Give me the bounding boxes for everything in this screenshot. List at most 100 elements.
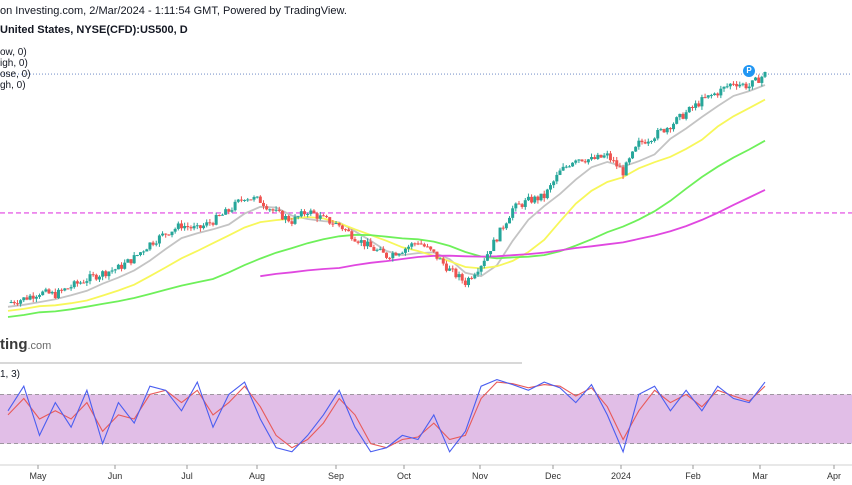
candle xyxy=(492,237,496,252)
candle-body xyxy=(422,244,426,247)
watermark-main: ting xyxy=(0,336,28,353)
candle-body xyxy=(394,253,398,256)
candle-body xyxy=(747,86,751,89)
ma-yellow-line xyxy=(7,98,766,312)
candle-body xyxy=(192,226,196,229)
candle-body xyxy=(444,263,448,271)
candle-body xyxy=(438,258,442,260)
candle-body xyxy=(82,282,86,284)
candle xyxy=(498,227,502,242)
candle xyxy=(501,225,505,231)
candle xyxy=(107,271,111,280)
candle xyxy=(429,246,433,252)
candle xyxy=(230,207,234,213)
candle xyxy=(255,196,259,199)
candle xyxy=(558,168,562,176)
candle xyxy=(277,206,281,213)
candle xyxy=(580,159,584,162)
candle xyxy=(224,207,228,215)
candle xyxy=(25,294,29,301)
candle-body xyxy=(612,160,616,162)
candle xyxy=(202,223,206,230)
candle-body xyxy=(372,247,376,251)
candle-body xyxy=(334,223,338,225)
candle-body xyxy=(356,241,360,243)
candle xyxy=(91,271,95,277)
horizontal-levels xyxy=(0,73,852,214)
candle xyxy=(407,244,411,253)
candle xyxy=(375,248,379,252)
candle-body xyxy=(744,83,748,89)
candle-body xyxy=(621,167,625,176)
candle-body xyxy=(703,97,707,99)
candle-body xyxy=(309,210,313,214)
candle xyxy=(760,75,764,87)
candle xyxy=(517,200,521,205)
candle-body xyxy=(731,83,735,85)
candle-body xyxy=(224,209,228,215)
candle-body xyxy=(526,196,530,201)
candle-body xyxy=(467,277,471,286)
candle xyxy=(331,219,335,227)
candle xyxy=(101,270,105,281)
candle xyxy=(195,222,199,230)
candle-body xyxy=(47,289,51,294)
candle xyxy=(599,154,603,158)
candle-body xyxy=(22,297,26,301)
candle-body xyxy=(694,103,698,108)
candle xyxy=(643,139,647,145)
candle xyxy=(173,227,177,234)
candle xyxy=(82,279,86,284)
candle-body xyxy=(290,221,294,224)
candle-body xyxy=(574,160,578,163)
candle xyxy=(347,227,351,232)
candle-body xyxy=(239,199,243,201)
candle-body xyxy=(261,202,265,207)
candle-body xyxy=(558,170,562,175)
candle-body xyxy=(407,246,411,249)
candle-body xyxy=(460,274,464,281)
candle xyxy=(198,224,202,232)
candle xyxy=(634,146,638,152)
candle xyxy=(637,137,641,150)
candle xyxy=(369,238,373,248)
candle xyxy=(34,295,38,303)
candle-body xyxy=(634,146,638,152)
moving-averages xyxy=(7,84,766,318)
candle xyxy=(113,268,117,274)
candle-body xyxy=(552,181,556,186)
candle-body xyxy=(343,229,347,231)
candle xyxy=(227,208,231,215)
candle xyxy=(416,241,420,246)
candle xyxy=(731,81,735,86)
candle-body xyxy=(378,248,382,250)
candle-body xyxy=(164,233,168,235)
candle-body xyxy=(236,199,240,202)
candle xyxy=(123,259,127,270)
candle xyxy=(618,162,622,168)
candle xyxy=(624,161,628,176)
candle xyxy=(621,164,625,179)
candle xyxy=(205,219,209,228)
candle xyxy=(75,279,79,287)
candle xyxy=(343,228,347,232)
candle-body xyxy=(451,268,455,270)
candle-body xyxy=(208,222,212,224)
candle-body xyxy=(113,269,117,271)
candle xyxy=(719,85,723,99)
p-badge-icon[interactable]: P xyxy=(743,65,755,77)
candle xyxy=(69,284,73,291)
candle xyxy=(432,249,436,254)
candle-body xyxy=(129,259,133,264)
candle xyxy=(574,159,578,165)
candle-body xyxy=(523,200,527,207)
candle-body xyxy=(419,243,423,245)
stochastic-k-line xyxy=(7,379,766,454)
candle xyxy=(129,259,133,266)
candle xyxy=(239,196,243,203)
candle xyxy=(31,292,35,303)
candle xyxy=(706,95,710,99)
candle-body xyxy=(713,93,717,96)
candle xyxy=(321,213,325,217)
